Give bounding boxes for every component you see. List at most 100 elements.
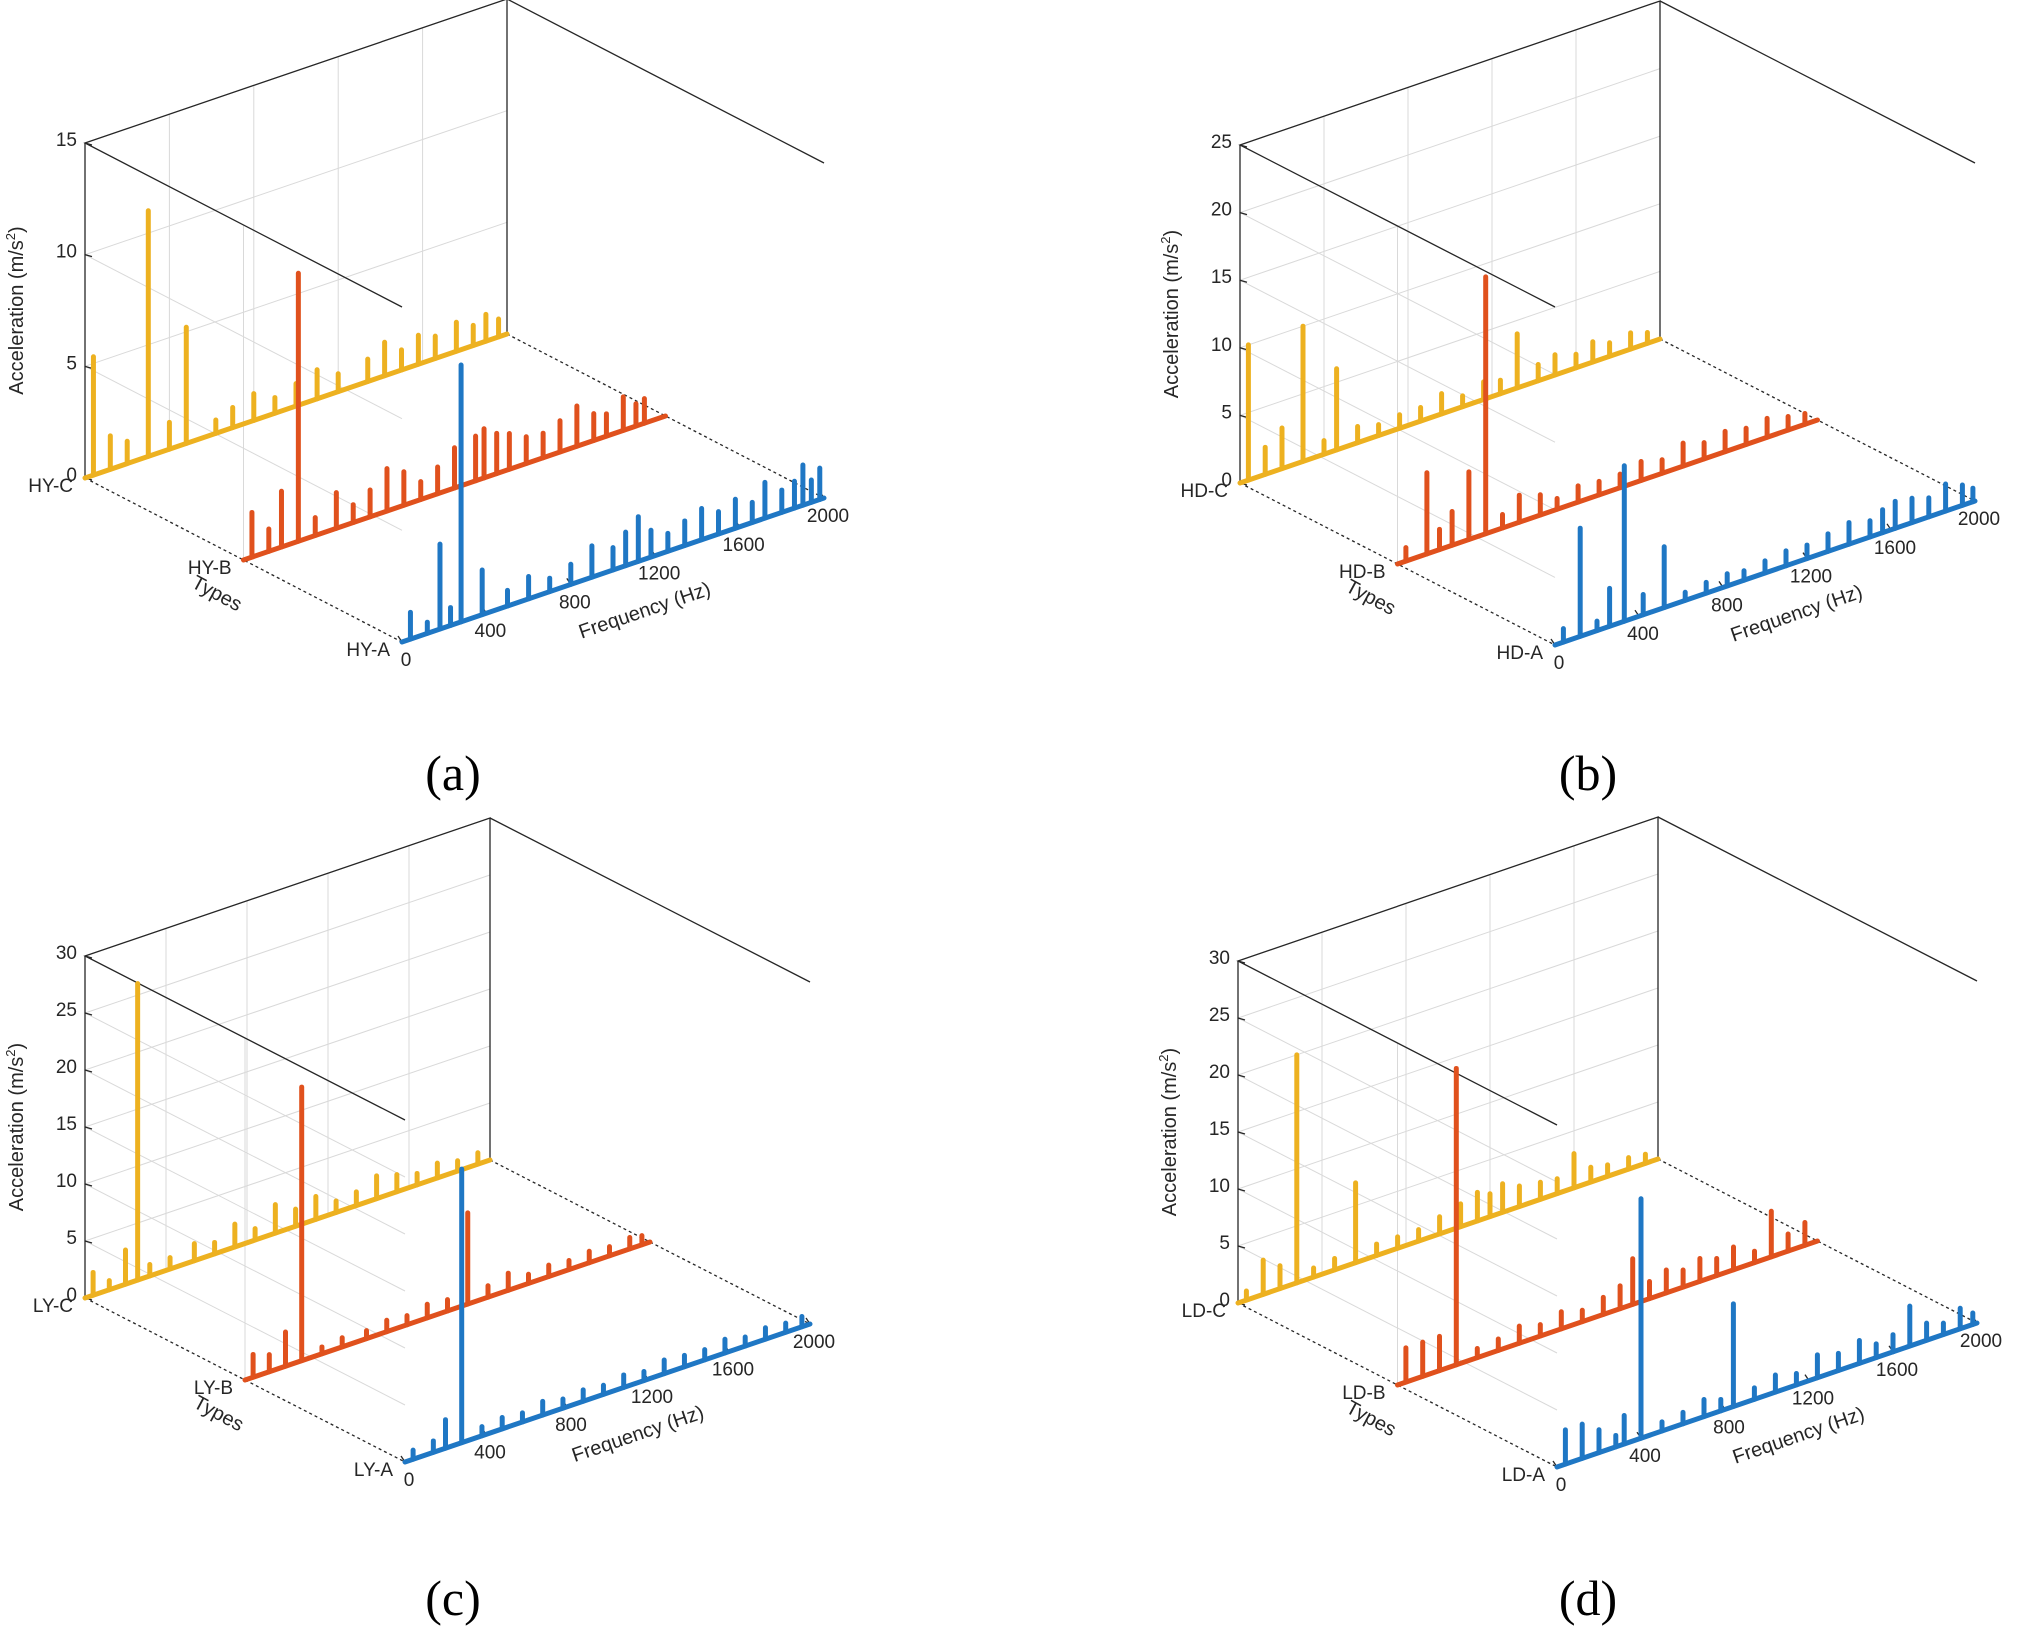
type-tick-label: HY-B — [188, 558, 232, 579]
z-tick-mark — [84, 1012, 93, 1016]
panel-label: (c) — [425, 1570, 481, 1626]
type-tick-label: LY-B — [194, 1378, 233, 1399]
z-tick-mark — [1237, 960, 1246, 964]
x-tick-label: 400 — [1629, 1446, 1661, 1467]
z-tick-mark — [1239, 279, 1248, 283]
z-axis-label-exponent: 2 — [1156, 1054, 1171, 1061]
series-HD-C — [1237, 323, 1663, 486]
chart-panel-b: 0 5 10 15 20 25 0 400 800 1200 1600 2000 HD-A HD-B HD-… — [1158, 0, 2000, 801]
series-LY-B — [242, 1084, 653, 1383]
type-tick-label: HY-C — [28, 476, 73, 497]
z-tick-mark — [1237, 1188, 1246, 1192]
z-tick-label: 0 — [1221, 470, 1232, 491]
grid-line — [1238, 0, 1661, 308]
x-tick-label: 0 — [401, 650, 412, 671]
x-tick-label: 2000 — [807, 506, 849, 527]
panel-label: (d) — [1559, 1570, 1617, 1626]
x-tick-label: 1200 — [638, 564, 680, 585]
z-tick-label: 20 — [56, 1057, 77, 1078]
type-tick-label: HD-A — [1497, 643, 1544, 664]
z-tick-label: 10 — [56, 1171, 77, 1192]
series-baseline — [402, 1321, 813, 1465]
z-tick-mark — [84, 254, 93, 258]
z-tick-label: 0 — [66, 1285, 77, 1306]
z-tick-mark — [1239, 347, 1248, 351]
panel-label: (b) — [1559, 745, 1617, 801]
z-tick-mark — [84, 142, 93, 146]
z-axis-label-main: Acceleration (m/s — [6, 1057, 28, 1212]
x-tick-label: 1600 — [1876, 1360, 1918, 1381]
x-tick-label: 400 — [474, 1442, 506, 1463]
grid-line — [83, 874, 491, 1178]
axis-box — [1236, 816, 1659, 1159]
z-tick-label: 5 — [66, 353, 77, 374]
z-tick-mark — [84, 1069, 93, 1073]
z-tick-label: 15 — [56, 130, 77, 151]
x-tick-label: 800 — [555, 1415, 587, 1436]
series-LD-B — [1395, 1065, 1820, 1388]
z-tick-label: 25 — [1211, 132, 1232, 153]
z-axis-label-end: ) — [1159, 1048, 1181, 1055]
axes-frame-c — [83, 817, 811, 1463]
z-tick-label: 10 — [1211, 335, 1232, 356]
z-tick-mark — [84, 365, 93, 369]
box-edge — [1657, 816, 1978, 982]
z-tick-mark — [1237, 1074, 1246, 1078]
series-LY-A — [402, 1166, 813, 1465]
z-tick-mark — [84, 955, 93, 959]
type-tick-label: LY-A — [354, 1460, 393, 1481]
chart-panel-c: 0 5 10 15 20 25 30 0 400 800 1200 1600 2000 LY-A LY-B L… — [3, 817, 835, 1626]
x-tick-label: 800 — [559, 592, 591, 613]
x-tick-label: 1600 — [712, 1360, 754, 1381]
z-tick-label: 15 — [1211, 267, 1232, 288]
z-tick-mark — [1239, 414, 1248, 419]
z-tick-label: 0 — [66, 465, 77, 486]
grid-line — [83, 1045, 491, 1349]
z-tick-mark — [84, 1183, 93, 1187]
z-tick-mark — [1237, 1017, 1246, 1021]
z-axis-label-main: Acceleration (m/s — [1159, 1062, 1181, 1217]
z-tick-label: 5 — [66, 1228, 77, 1249]
x-tick-label: 1600 — [1874, 538, 1916, 559]
series-HD-B — [1395, 274, 1820, 567]
axes-frame-a — [83, 0, 825, 643]
x-tick-label: 2000 — [1960, 1331, 2002, 1352]
x-tick-label: 1200 — [1790, 567, 1832, 588]
z-tick-mark — [1237, 1245, 1246, 1249]
box-edge — [489, 817, 811, 983]
grid-line — [1236, 930, 1659, 1240]
z-tick-label: 20 — [1211, 200, 1232, 221]
type-tick-label: HD-B — [1339, 562, 1385, 583]
x-tick-label: 800 — [1711, 595, 1743, 616]
x-tick-label: 1200 — [631, 1387, 673, 1408]
x-tick-label: 2000 — [1958, 509, 2000, 530]
z-axis-label-main: Acceleration (m/s — [6, 240, 28, 395]
x-tick-label: 1600 — [722, 535, 764, 556]
z-tick-label: 30 — [56, 943, 77, 964]
axes-frame-d — [1236, 816, 1978, 1468]
z-axis-label-main: Acceleration (m/s — [1161, 244, 1183, 399]
z-tick-label: 25 — [1209, 1005, 1230, 1026]
series-HY-B — [241, 270, 668, 563]
z-tick-label: 10 — [56, 242, 77, 263]
grid-line — [83, 988, 491, 1292]
x-tick-label: 1200 — [1792, 1389, 1834, 1410]
box-edge — [1659, 0, 1976, 164]
z-axis-label-exponent: 2 — [1158, 236, 1173, 243]
type-axis-line — [1239, 482, 1556, 646]
grid-line — [1236, 987, 1659, 1297]
chart-panel-a: 0 5 10 15 0 400 800 1200 1600 2000 HY-A HY-B HY-C Acc… — [3, 0, 849, 801]
x-axis-label: Frequency (Hz) — [1730, 1403, 1867, 1469]
type-tick-label: LY-C — [33, 1296, 73, 1317]
grid-line — [1236, 1101, 1659, 1411]
x-tick-label: 400 — [1627, 624, 1659, 645]
z-tick-mark — [84, 1240, 93, 1244]
panel-label: (a) — [425, 745, 481, 801]
series-baseline — [1235, 1156, 1661, 1306]
type-tick-label: LD-C — [1182, 1301, 1226, 1322]
z-tick-mark — [84, 1126, 93, 1130]
z-axis-label: Acceleration (m/s2) — [1156, 1048, 1181, 1216]
z-tick-label: 20 — [1209, 1062, 1230, 1083]
z-axis-label: Acceleration (m/s2) — [3, 226, 28, 394]
grid-line — [1236, 873, 1659, 1183]
